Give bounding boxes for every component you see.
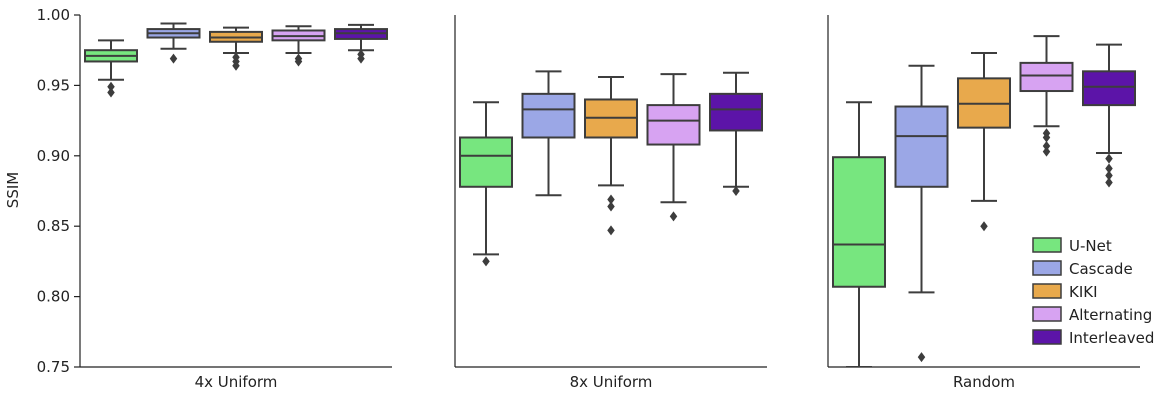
panel: 8x Uniform (454, 15, 767, 391)
y-tick-label: 0.95 (37, 76, 70, 94)
flier-marker (232, 60, 240, 71)
box-interleaved (1082, 43, 1136, 188)
y-tick-label: 0.80 (37, 288, 70, 306)
flier-marker (732, 186, 740, 196)
legend-item-u-net: U-Net (1032, 237, 1112, 255)
box-kiki (209, 26, 263, 71)
legend-label: U-Net (1069, 237, 1112, 255)
legend-item-kiki: KIKI (1032, 283, 1098, 301)
box-kiki (957, 52, 1011, 232)
flier-marker (1105, 170, 1113, 181)
legend-label: Alternating (1069, 306, 1152, 324)
flier-marker (169, 53, 178, 64)
legend-swatch (1032, 306, 1062, 322)
legend-label: Interleaved (1069, 329, 1154, 347)
legend-label: KIKI (1069, 283, 1098, 301)
flier-marker (107, 87, 115, 98)
panel-boxes (459, 70, 763, 267)
y-tick-label: 0.90 (37, 147, 70, 165)
flier-marker (1042, 146, 1051, 157)
box-iqr (521, 92, 576, 139)
panel: 4x Uniform (79, 15, 392, 391)
y-axis-title: SSIM (4, 172, 22, 208)
legend-swatch (1032, 260, 1062, 276)
flier-marker (1042, 140, 1051, 151)
box-alternating (1019, 35, 1074, 157)
panel-boxes (84, 22, 388, 98)
box-cascade (146, 22, 201, 64)
box-interleaved (334, 23, 388, 64)
flier-marker (607, 201, 615, 212)
legend-item-alternating: Alternating (1032, 306, 1152, 324)
legend-swatch (1032, 329, 1062, 345)
flier-marker (980, 221, 988, 232)
box-iqr (1019, 61, 1074, 93)
box-iqr (646, 104, 701, 146)
box-u-net (832, 101, 886, 367)
panel-x-label: 8x Uniform (570, 373, 653, 391)
y-axis: 0.75 0.80 0.85 0.90 0.95 1.00 (37, 6, 80, 376)
flier-marker (607, 194, 615, 205)
panel-x-label: 4x Uniform (195, 373, 278, 391)
flier-marker (1105, 153, 1113, 164)
legend: U-Net Cascade KIKI Alternating Interleaved (1032, 237, 1154, 347)
box-iqr (459, 136, 513, 188)
box-iqr (894, 105, 949, 188)
y-tick-label: 1.00 (37, 6, 70, 24)
flier-marker (917, 352, 926, 363)
box-cascade (521, 70, 576, 197)
y-tick-label: 0.75 (37, 358, 70, 376)
box-u-net (84, 39, 138, 98)
panels: 4x Uniform 8x Uniform Random (79, 15, 1140, 391)
flier-marker (1042, 132, 1051, 143)
legend-swatch (1032, 283, 1062, 299)
flier-marker (1105, 163, 1113, 174)
panel-x-label: Random (953, 373, 1015, 391)
box-alternating (271, 25, 326, 67)
flier-marker (357, 53, 365, 64)
legend-swatch (1032, 237, 1062, 253)
box-iqr (832, 156, 886, 288)
box-cascade (894, 64, 949, 363)
flier-marker (1105, 177, 1113, 188)
legend-item-interleaved: Interleaved (1032, 329, 1154, 347)
legend-item-cascade: Cascade (1032, 260, 1133, 278)
flier-marker (482, 256, 490, 267)
box-iqr (709, 92, 763, 132)
panel: Random (827, 15, 1140, 391)
legend-label: Cascade (1069, 260, 1133, 278)
flier-marker (607, 225, 615, 236)
y-tick-label: 0.85 (37, 217, 70, 235)
flier-marker (107, 81, 115, 92)
panel-boxes (832, 35, 1136, 367)
box-alternating (646, 73, 701, 222)
box-interleaved (709, 71, 763, 196)
flier-marker (669, 211, 678, 222)
box-kiki (584, 75, 638, 236)
box-iqr (1082, 70, 1136, 107)
flier-marker (294, 56, 303, 67)
box-u-net (459, 101, 513, 267)
